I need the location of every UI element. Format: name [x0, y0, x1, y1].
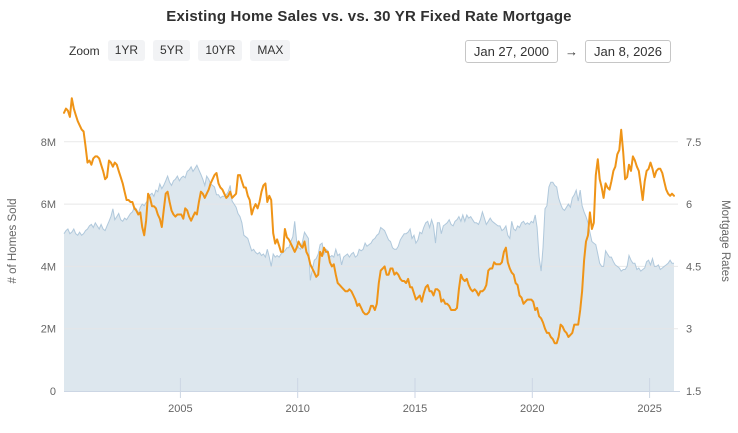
x-axis-tick-label: 2025	[637, 403, 661, 415]
left-axis-tick-label: 6M	[41, 199, 56, 211]
chart-controls: Zoom 1YR 5YR 10YR MAX Jan 27, 2000 → Jan 8,…	[0, 40, 738, 64]
date-range-group: Jan 27, 2000 → Jan 8, 2026	[464, 40, 671, 63]
x-axis-tick-label: 2005	[168, 403, 192, 415]
date-from-input[interactable]: Jan 27, 2000	[464, 40, 559, 63]
arrow-right-icon: →	[565, 44, 579, 59]
mortgage-line-series[interactable]	[63, 97, 675, 345]
left-axis-tick-label: 4M	[41, 261, 56, 273]
zoom-buttons: 1YR 5YR 10YR MAX	[107, 40, 291, 61]
left-axis-tick-label: 0	[50, 386, 56, 398]
zoom-button-10yr[interactable]: 10YR	[198, 40, 243, 61]
right-axis-tick-label: 7.5	[686, 137, 701, 149]
x-axis-tick-label: 2010	[285, 403, 309, 415]
left-axis-tick-label: 8M	[41, 137, 56, 149]
zoom-button-1yr[interactable]: 1YR	[107, 40, 146, 61]
zoom-label: Zoom	[69, 44, 100, 58]
right-axis-tick-label: 6	[686, 199, 692, 211]
zoom-group: Zoom 1YR 5YR 10YR MAX	[69, 40, 291, 61]
right-axis-tick-label: 4.5	[686, 261, 701, 273]
sales-area-edge	[63, 164, 674, 281]
right-axis-title: Mortgage Rates	[719, 200, 731, 282]
zoom-button-5yr[interactable]: 5YR	[153, 40, 191, 61]
chart-title: Existing Home Sales vs. vs. 30 YR Fixed …	[166, 8, 572, 25]
date-to-input[interactable]: Jan 8, 2026	[585, 40, 671, 63]
zoom-button-max[interactable]: MAX	[250, 40, 291, 61]
left-axis-tick-label: 2M	[41, 324, 56, 336]
x-axis-tick-label: 2015	[403, 403, 427, 415]
right-axis-tick-label: 3	[686, 324, 692, 336]
sales-area-series[interactable]	[64, 165, 674, 391]
x-axis-tick-label: 2020	[520, 403, 544, 415]
left-axis-title: # of Homes Sold	[7, 198, 19, 283]
right-axis-tick-label: 1.5	[686, 386, 701, 398]
